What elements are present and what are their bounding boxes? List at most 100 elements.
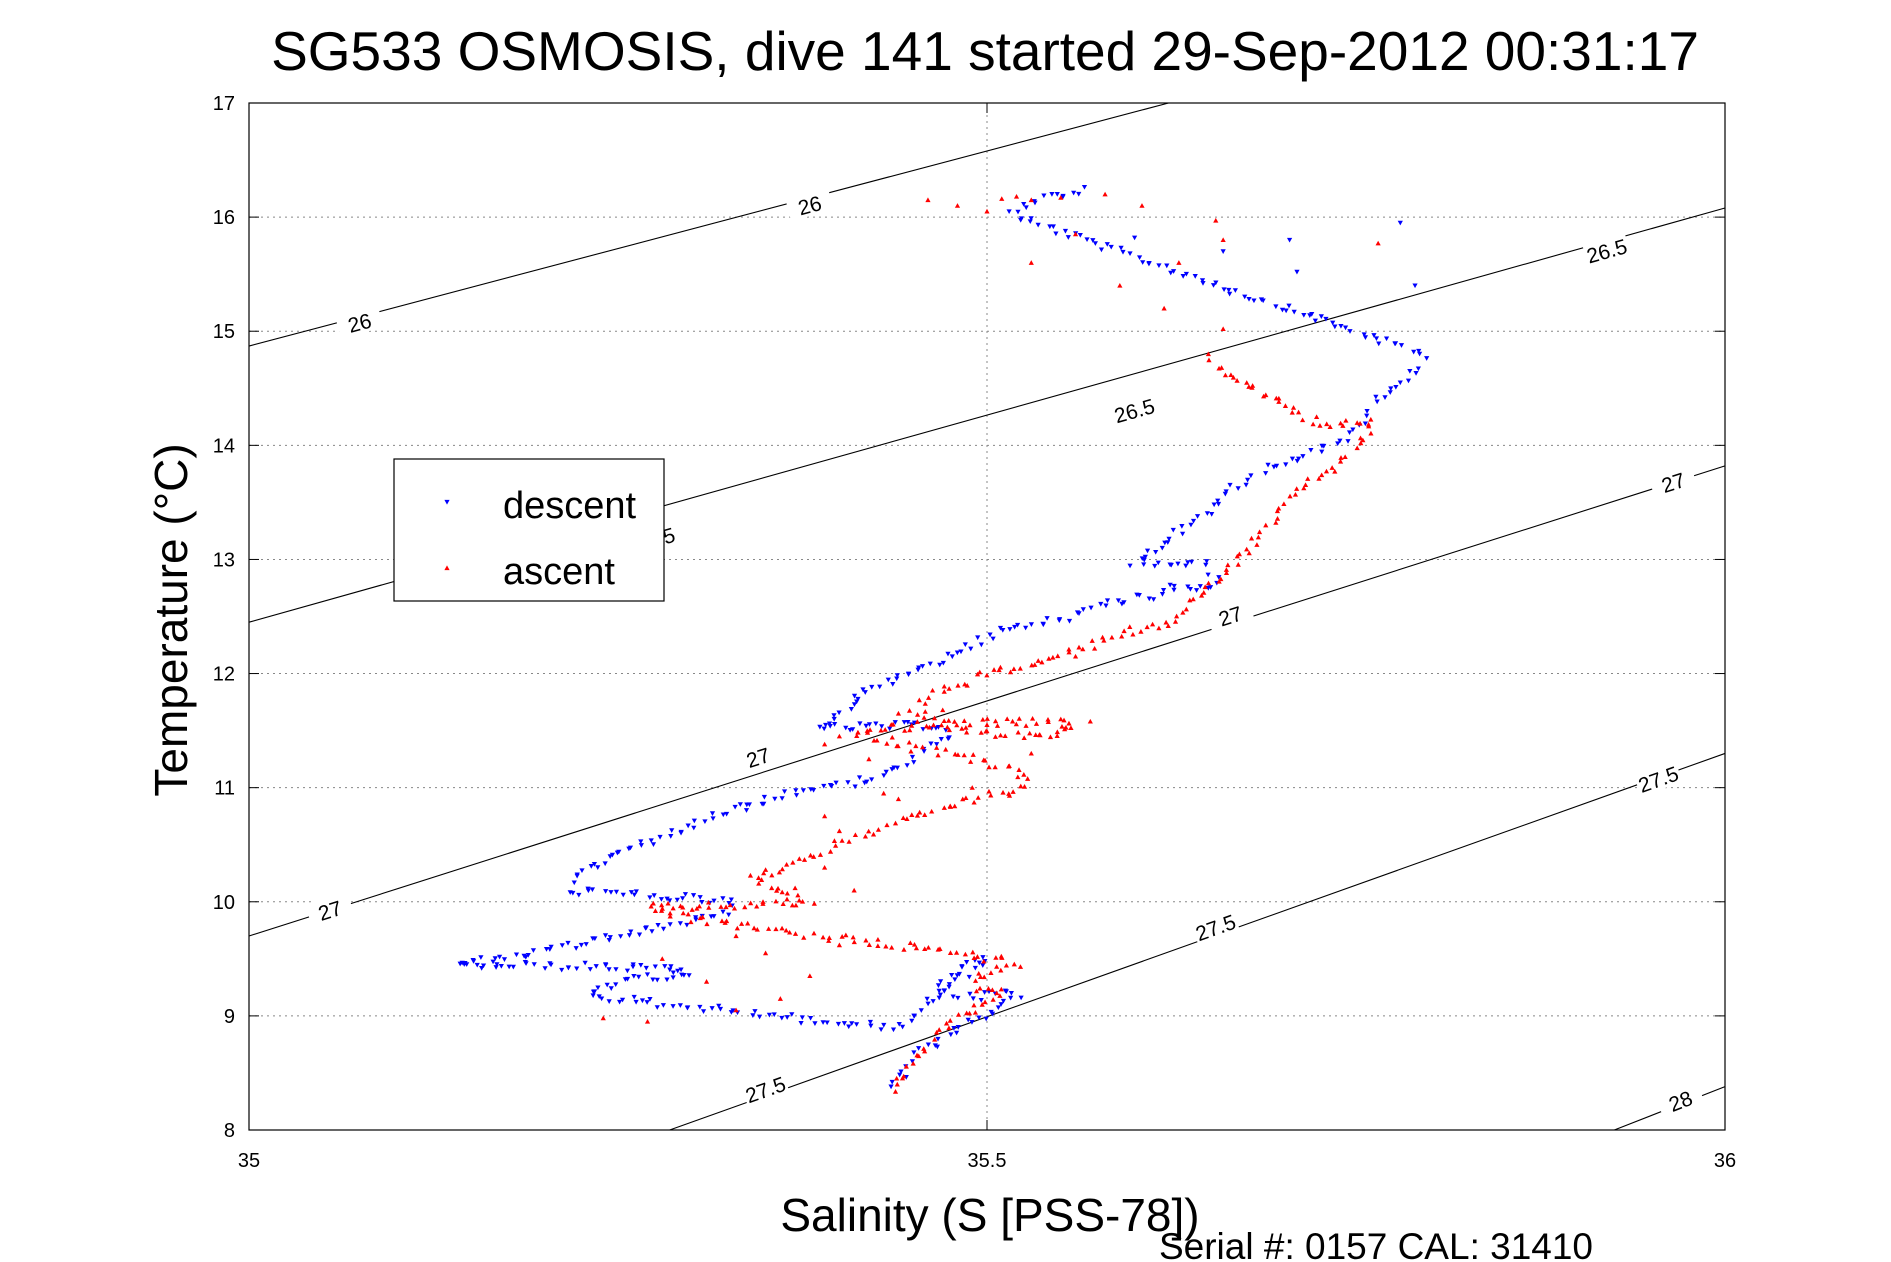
descent-marker [674,897,680,903]
descent-marker [941,988,947,994]
ascent-marker [871,738,877,743]
ascent-marker [733,1007,739,1013]
ascent-marker [881,790,887,796]
ascent-marker [1343,417,1349,423]
ascent-marker [722,920,728,925]
ascent-marker [922,946,928,952]
ascent-marker [801,857,808,862]
ascent-marker [941,689,947,694]
descent-marker [606,938,612,943]
ascent-marker [1058,716,1064,722]
descent-marker [1200,281,1206,286]
descent-marker [1271,464,1277,470]
ascent-marker [719,918,725,924]
descent-marker [1080,607,1086,612]
ascent-marker [910,1060,916,1066]
descent-marker [1192,274,1198,279]
ascent-marker [685,911,691,917]
descent-marker [1286,303,1292,309]
ascent-marker [984,208,990,214]
ascent-marker [1021,772,1027,777]
ascent-marker [909,812,915,817]
ascent-marker [1025,776,1031,781]
descent-marker [1044,616,1050,621]
ascent-marker [938,722,945,728]
ascent-marker [1235,562,1241,567]
ascent-marker [1156,625,1162,631]
ascent-marker [1087,718,1093,724]
descent-marker [1018,995,1024,1001]
descent-marker [702,819,708,825]
descent-marker [1417,351,1423,357]
ascent-marker [992,734,999,739]
ascent-marker [940,707,946,713]
descent-marker [1361,332,1367,338]
ascent-marker [935,946,941,952]
descent-marker [1008,995,1014,1001]
descent-marker [1308,447,1314,453]
descent-marker [675,968,681,974]
descent-marker [911,760,917,765]
descent-marker [1084,237,1090,243]
contour-label-bg [1581,231,1631,267]
ascent-marker [1165,623,1171,628]
descent-marker [888,1084,894,1090]
descent-marker [881,1022,887,1028]
ascent-marker [981,974,987,980]
ascent-marker [1016,767,1022,772]
ascent-marker [760,899,766,904]
ascent-marker [998,953,1004,959]
descent-marker [850,727,856,732]
descent-marker [841,1021,847,1026]
descent-marker [606,999,612,1004]
descent-marker [660,926,667,932]
descent-marker [981,990,988,995]
ascent-marker [892,820,899,826]
descent-marker [574,873,580,879]
ascent-marker [699,914,706,920]
descent-marker [831,716,837,722]
ascent-marker [911,941,918,947]
descent-marker [678,830,684,836]
ascent-marker [1273,395,1279,401]
descent-marker [583,942,589,947]
ascent-marker [894,743,900,749]
descent-marker [987,632,993,638]
ascent-marker [1021,784,1028,789]
ascent-marker [1013,193,1020,199]
descent-marker [708,914,714,920]
descent-marker [631,973,637,979]
ascent-marker [906,739,912,745]
ascent-marker [1092,645,1098,651]
ascent-marker [890,721,896,727]
ascent-marker [1338,420,1344,426]
ascent-marker [1015,774,1021,780]
descent-marker [1077,232,1083,238]
descent-marker [559,967,565,973]
descent-marker [915,667,921,673]
descent-marker [1104,242,1110,247]
descent-marker [1104,598,1111,603]
descent-marker [853,1022,860,1027]
ascent-marker [1039,659,1045,665]
ascent-marker [967,722,973,728]
descent-marker [967,991,973,997]
descent-marker [1362,421,1368,427]
descent-marker [995,1005,1001,1011]
descent-marker [591,862,597,867]
descent-marker [720,896,726,901]
descent-marker [737,802,743,807]
ascent-marker [1292,491,1299,497]
descent-marker [934,742,940,747]
descent-marker [744,802,750,808]
descent-marker [851,693,858,699]
ascent-marker [1205,351,1211,357]
descent-marker [1027,219,1033,225]
descent-marker [609,852,616,858]
descent-marker [1159,545,1165,551]
ascent-marker [1205,580,1212,586]
ascent-marker [1187,597,1193,603]
footer-serial-cal: Serial #: 0157 CAL: 31410 [1159,1226,1593,1262]
descent-marker [1188,522,1194,528]
descent-marker [756,1014,763,1020]
